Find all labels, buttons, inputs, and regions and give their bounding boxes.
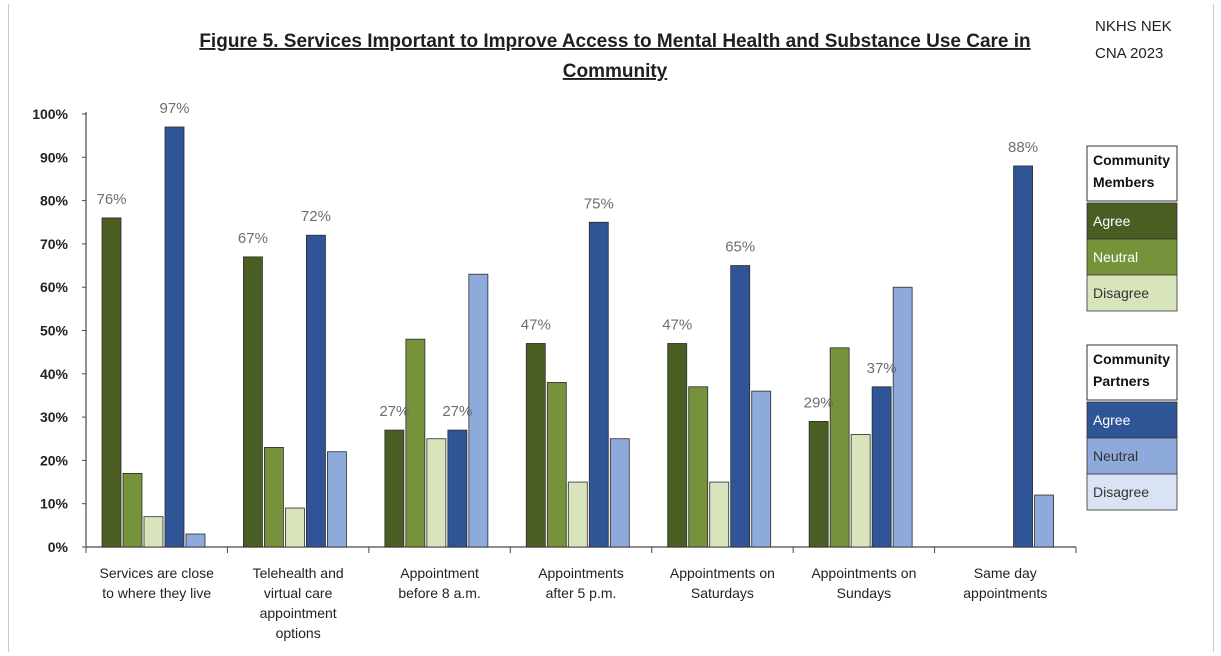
y-tick-label: 70% (40, 236, 69, 252)
bar (709, 481, 730, 548)
bar (1013, 165, 1033, 548)
bar (688, 386, 709, 548)
bar (285, 507, 305, 548)
x-tick-label: Same day appointments (963, 565, 1047, 601)
bar (1034, 494, 1054, 548)
data-label: 47% (521, 316, 551, 333)
y-tick-label: 50% (40, 323, 69, 339)
bar (327, 451, 347, 548)
bar (751, 390, 772, 548)
y-axis: 0% 10% 20% 30% 40% 50% 60% 70% 80% 90% 100% (32, 106, 87, 555)
legend-group-header (1086, 344, 1178, 401)
y-tick-label: 80% (40, 193, 69, 209)
chart-frame (8, 4, 1214, 652)
data-labels: 76% 67% 27% 47% 47% 29% 97% 72% 27% 75% 65% 37% 88% (96, 100, 1038, 420)
legend-swatch (1086, 437, 1178, 475)
legend-swatch (1086, 238, 1178, 276)
data-label: 72% (301, 208, 331, 225)
y-tick-label: 0% (48, 539, 69, 555)
legend-group-title: Partners (1093, 373, 1150, 389)
bar (447, 429, 468, 548)
data-label: 27% (442, 403, 472, 420)
y-tick-label: 30% (40, 409, 69, 425)
bar (892, 286, 913, 548)
legend-group-header (1086, 145, 1178, 202)
bar (871, 386, 892, 548)
bar (122, 472, 143, 548)
data-label: 97% (159, 100, 189, 117)
legend-item-label: Neutral (1093, 249, 1138, 265)
data-label: 76% (96, 191, 126, 208)
chart-title: Figure 5. Services Important to Improve … (199, 31, 1030, 82)
bar (384, 429, 405, 548)
data-label: 37% (867, 360, 897, 377)
legend-swatch (1086, 274, 1178, 312)
legend-item-label: Agree (1093, 213, 1131, 229)
data-label: 47% (662, 316, 692, 333)
legend-item-label: Neutral (1093, 448, 1138, 464)
bar (588, 221, 609, 548)
source-note-line-2: CNA 2023 (1095, 45, 1163, 62)
x-tick-label: Appointment before 8 a.m. (398, 565, 481, 601)
legend: Community Members Agree Neutral Disagree Comm… (1086, 145, 1178, 511)
bar (101, 217, 122, 548)
source-note-line-1: NKHS NEK (1095, 18, 1172, 35)
legend-item-label: Disagree (1093, 285, 1149, 301)
y-tick-label: 100% (32, 106, 68, 122)
x-tick-label: Appointments on Sundays (811, 565, 916, 601)
bar (567, 481, 588, 548)
bar (730, 265, 751, 548)
bar (306, 234, 326, 548)
data-label: 29% (804, 394, 834, 411)
data-label: 27% (379, 403, 409, 420)
bar (264, 447, 284, 548)
x-tick-label: Services are close to where they live (100, 565, 215, 601)
x-axis: Services are close to where they live Tele… (85, 546, 1077, 641)
bar (143, 516, 164, 548)
bar (405, 338, 426, 548)
bar (609, 438, 630, 548)
bar (468, 273, 489, 548)
bar (243, 256, 263, 548)
data-label: 65% (725, 239, 755, 256)
bar-series (101, 126, 1054, 548)
legend-item-label: Agree (1093, 412, 1131, 428)
legend-swatch (1086, 473, 1178, 511)
y-tick-label: 40% (40, 366, 69, 382)
x-tick-label: Telehealth and virtual care appointment opt… (253, 565, 344, 641)
x-tick-label: Appointments on Saturdays (670, 565, 775, 601)
bar (667, 343, 688, 548)
y-tick-label: 10% (40, 496, 69, 512)
legend-swatch (1086, 401, 1178, 439)
bar (546, 382, 567, 548)
legend-group-title: Community (1093, 351, 1170, 367)
bar (185, 533, 206, 548)
bar (164, 126, 185, 548)
bar (850, 434, 871, 548)
legend-swatch (1086, 202, 1178, 240)
y-tick-label: 60% (40, 279, 69, 295)
legend-item-label: Disagree (1093, 484, 1149, 500)
chart-title-line-2: Community (563, 61, 668, 82)
bar (525, 343, 546, 548)
y-tick-label: 90% (40, 149, 69, 165)
bar (426, 438, 447, 548)
x-tick-label: Appointments after 5 p.m. (538, 565, 624, 601)
data-label: 75% (584, 195, 614, 212)
data-label: 67% (238, 230, 268, 247)
legend-group-title: Members (1093, 174, 1155, 190)
source-note: NKHS NEK CNA 2023 (1095, 18, 1172, 62)
y-tick-label: 20% (40, 452, 69, 468)
bar (829, 347, 850, 548)
bar (808, 421, 829, 548)
chart-title-line-1: Figure 5. Services Important to Improve … (199, 31, 1030, 52)
data-label: 88% (1008, 139, 1038, 156)
legend-group-title: Community (1093, 152, 1170, 168)
